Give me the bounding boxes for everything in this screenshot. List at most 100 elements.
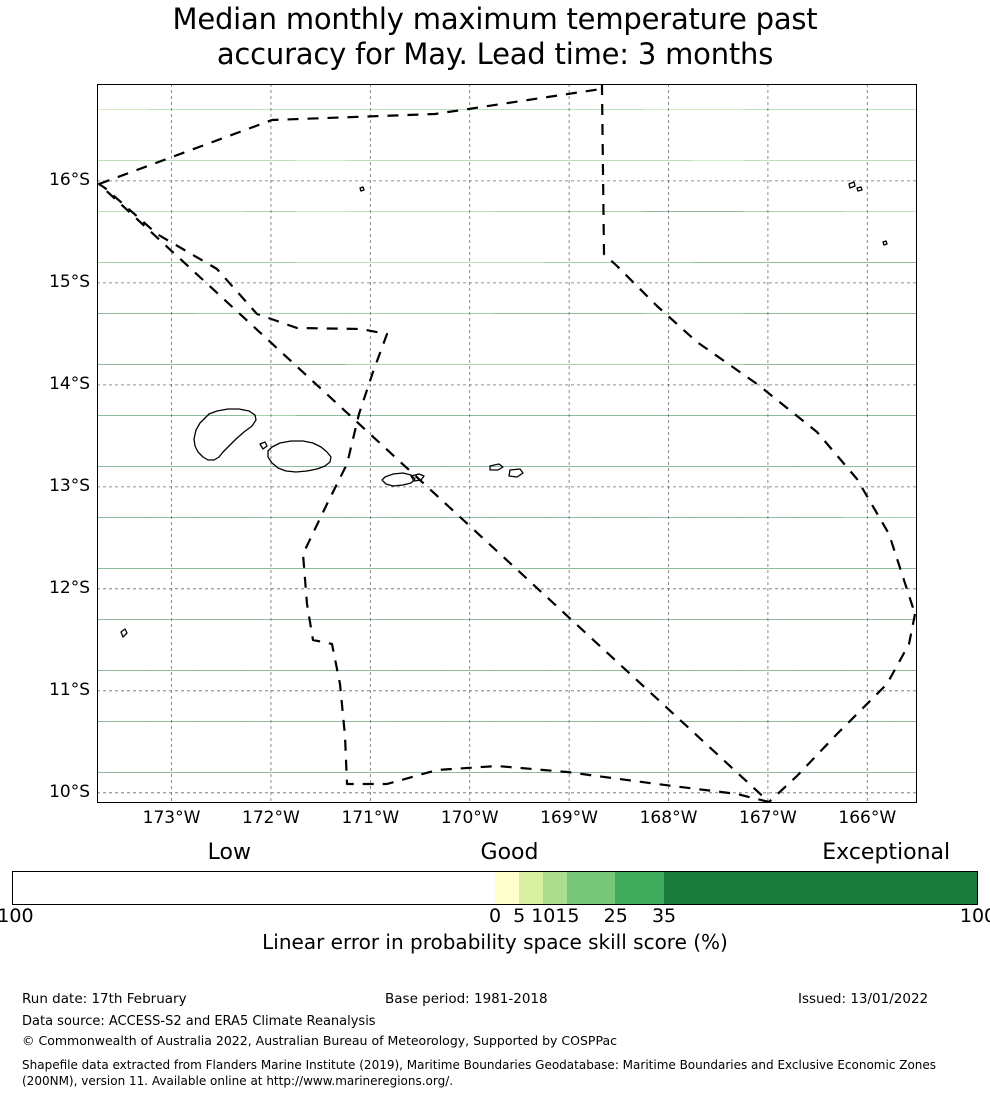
heatmap-cell	[693, 109, 744, 110]
heatmap-cell	[494, 721, 545, 722]
colorbar-tick-label: -100	[0, 905, 34, 927]
heatmap-cell	[97, 568, 148, 569]
eez-boundary	[97, 84, 917, 803]
heatmap-cell	[246, 466, 297, 467]
heatmap-cell	[395, 772, 446, 773]
heatmap-cell	[743, 262, 794, 263]
heatmap-cell	[743, 772, 794, 773]
heatmap-cell	[792, 313, 843, 314]
heatmap-cell	[444, 466, 496, 467]
heatmap-cell	[643, 364, 694, 365]
colorbar-tick-label: 35	[651, 905, 677, 927]
colorbar-segment	[663, 872, 977, 904]
heatmap-cell	[892, 415, 917, 416]
heatmap-cell	[792, 415, 843, 416]
heatmap-cell	[544, 262, 595, 263]
heatmap-cell	[444, 160, 496, 161]
heatmap-cell	[395, 211, 446, 212]
colorbar-tick-label: 15	[555, 905, 580, 927]
heatmap-cell	[494, 619, 545, 620]
heatmap-cell	[196, 262, 247, 263]
heatmap-cell	[544, 670, 595, 671]
heatmap-cell	[246, 670, 297, 671]
heatmap-cell	[892, 466, 917, 467]
heatmap-cell	[892, 568, 917, 569]
copyright: © Commonwealth of Australia 2022, Austra…	[22, 1033, 617, 1048]
heatmap-cell	[693, 262, 744, 263]
heatmap-cell	[395, 670, 446, 671]
heatmap-cell	[494, 466, 545, 467]
heatmap-cell	[593, 415, 645, 416]
heatmap-cell	[892, 364, 917, 365]
heatmap-cell	[892, 517, 917, 518]
heatmap-cell	[593, 619, 645, 620]
heatmap-cell	[97, 466, 148, 467]
heatmap-cell	[892, 109, 917, 110]
colorbar	[12, 871, 978, 905]
heatmap-cell	[395, 109, 446, 110]
heatmap-cell	[196, 364, 247, 365]
x-tick-label: 170°W	[440, 808, 499, 828]
heatmap-cell	[395, 466, 446, 467]
heatmap-cell	[593, 262, 645, 263]
heatmap-cell	[743, 364, 794, 365]
heatmap-cell	[892, 721, 917, 722]
heatmap-cell	[494, 109, 545, 110]
colorbar-segment	[543, 872, 568, 904]
colorbar-quality-label: Exceptional	[822, 840, 951, 865]
heatmap-cell	[295, 670, 346, 671]
heatmap-cell	[246, 160, 297, 161]
heatmap-cell	[842, 364, 893, 365]
heatmap-cell	[97, 415, 148, 416]
heatmap-cell	[792, 109, 843, 110]
heatmap-cell	[693, 364, 744, 365]
heatmap-cell	[593, 517, 645, 518]
heatmap-cell	[643, 568, 694, 569]
heatmap-cell	[345, 670, 396, 671]
map-axes	[97, 84, 917, 803]
heatmap-cell	[146, 568, 197, 569]
colorbar-tick-label: 5	[513, 905, 526, 927]
heatmap-cell	[345, 262, 396, 263]
heatmap-cell	[743, 466, 794, 467]
x-tick-label: 166°W	[838, 808, 897, 828]
heatmap-cell	[892, 211, 917, 212]
heatmap-cell	[593, 313, 645, 314]
heatmap-cell	[842, 262, 893, 263]
heatmap-cell	[97, 109, 148, 110]
colorbar-tick-label: 100	[959, 905, 990, 927]
issued-date: Issued: 13/01/2022	[798, 991, 929, 1007]
heatmap-cell	[643, 466, 694, 467]
x-tick-label: 171°W	[341, 808, 400, 828]
shapefile-attribution: Shapefile data extracted from Flanders M…	[22, 1058, 937, 1088]
heatmap-cell	[97, 619, 148, 620]
heatmap-cell	[892, 772, 917, 773]
heatmap-cell	[395, 160, 446, 161]
heatmap-cell	[693, 517, 744, 518]
y-tick-label: 10°S	[49, 781, 90, 802]
heatmap-cell	[196, 160, 247, 161]
heatmap-cell	[246, 772, 297, 773]
heatmap-cell	[792, 262, 843, 263]
heatmap-cell	[395, 313, 446, 314]
heatmap-cell	[295, 415, 346, 416]
heatmap-cell	[146, 262, 197, 263]
heatmap-cell	[792, 670, 843, 671]
heatmap-cell	[494, 160, 545, 161]
heatmap-cell	[246, 364, 297, 365]
heatmap-cell	[196, 772, 247, 773]
heatmap-cell	[345, 466, 396, 467]
heatmap-cell	[494, 313, 545, 314]
heatmap-cell	[97, 721, 148, 722]
heatmap-cell	[444, 262, 496, 263]
colorbar-segment	[615, 872, 664, 904]
heatmap-cell	[295, 364, 346, 365]
heatmap-cell	[97, 262, 148, 263]
heatmap-cell	[196, 619, 247, 620]
heatmap-cell	[693, 670, 744, 671]
heatmap-cell	[196, 466, 247, 467]
heatmap-cell	[444, 568, 496, 569]
heatmap-cell	[196, 721, 247, 722]
heatmap-cell	[295, 160, 346, 161]
